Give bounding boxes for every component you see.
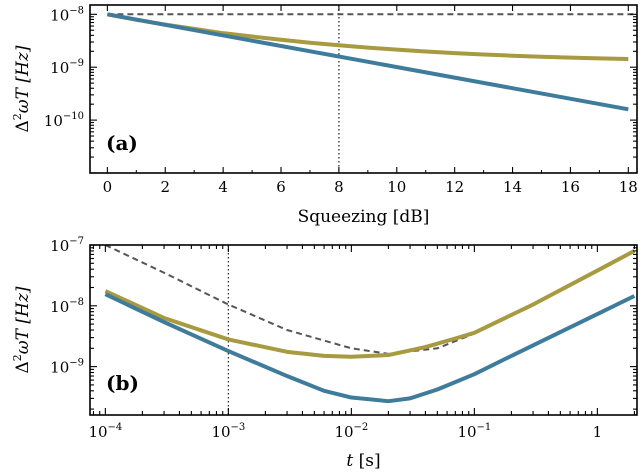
- y-tick-label-base: 10: [50, 59, 69, 77]
- y-tick-label-exponent: −8: [69, 5, 84, 16]
- x-tick-label-base: 10: [88, 423, 107, 441]
- x-tick-label-base: 1: [593, 423, 603, 441]
- x-tick-label: 2: [160, 178, 170, 196]
- y-tick-label-exponent: −7: [69, 236, 84, 247]
- y-label-suffix: ωT [Hz]: [13, 286, 33, 354]
- x-label-unit: [s]: [359, 451, 381, 471]
- y-tick-label-exponent: −10: [63, 111, 84, 122]
- x-tick-label: 1: [593, 423, 603, 441]
- x-tick-label: 12: [445, 178, 464, 196]
- x-tick-label-base: 10: [457, 423, 476, 441]
- y-tick-label-base: 10: [44, 112, 63, 130]
- y-tick-label-exponent: −9: [69, 58, 84, 69]
- x-tick-label: 4: [218, 178, 228, 196]
- x-tick-label: 6: [276, 178, 286, 196]
- x-tick-label-base: 10: [211, 423, 230, 441]
- y-tick-label-base: 10: [50, 359, 69, 377]
- plot-frame: [89, 244, 638, 416]
- y-tick-label: 10−9: [50, 358, 84, 377]
- y-tick-label-base: 10: [50, 6, 69, 24]
- x-tick-label-exponent: −3: [231, 422, 246, 433]
- y-label-sup: 2: [11, 113, 24, 120]
- y-axis-label: Δ2ωT [Hz]: [11, 286, 33, 373]
- x-tick-label-exponent: −1: [477, 422, 492, 433]
- x-tick-label: 10−2: [334, 422, 368, 441]
- y-tick-label-base: 10: [50, 298, 69, 316]
- y-tick-label-base: 10: [50, 237, 69, 255]
- series-line-2: [104, 292, 636, 404]
- y-axis-label: Δ2ωT [Hz]: [11, 45, 33, 132]
- y-tick-label: 10−9: [50, 58, 84, 77]
- x-tick-label: 16: [561, 178, 580, 196]
- y-tick-label: 10−8: [50, 5, 84, 24]
- y-label-prefix: Δ: [13, 120, 33, 132]
- x-tick-label: 0: [103, 178, 113, 196]
- y-label-prefix: Δ: [13, 361, 33, 373]
- x-tick-label-exponent: −2: [354, 422, 369, 433]
- series-line-1: [107, 12, 629, 61]
- x-tick-label-exponent: −4: [108, 422, 123, 433]
- x-tick-label: 8: [334, 178, 344, 196]
- x-axis-label: t [s]: [346, 451, 380, 471]
- y-tick-label-exponent: −9: [69, 358, 84, 369]
- panel-label: (b): [106, 371, 139, 395]
- x-tick-label: 10−1: [457, 422, 491, 441]
- y-tick-label: 10−10: [44, 111, 84, 130]
- x-tick-label: 10: [387, 178, 406, 196]
- series-line-0: [104, 245, 635, 355]
- x-tick-label: 10−4: [88, 422, 122, 441]
- x-axis-label: Squeezing [dB]: [298, 207, 430, 227]
- series-line-1: [104, 249, 636, 359]
- panel-label: (a): [106, 131, 138, 155]
- y-tick-label: 10−8: [50, 297, 84, 316]
- y-label-sup: 2: [11, 354, 24, 361]
- y-label-suffix: ωT [Hz]: [13, 45, 33, 113]
- series-line-2: [107, 12, 629, 112]
- y-tick-label: 10−7: [50, 236, 84, 255]
- x-label-variable: t: [346, 451, 358, 471]
- x-tick-label: 14: [503, 178, 522, 196]
- y-tick-label-exponent: −8: [69, 297, 84, 308]
- x-tick-label-base: 10: [334, 423, 353, 441]
- x-tick-label: 10−3: [211, 422, 245, 441]
- x-tick-label: 18: [619, 178, 638, 196]
- plot-frame: [89, 4, 638, 174]
